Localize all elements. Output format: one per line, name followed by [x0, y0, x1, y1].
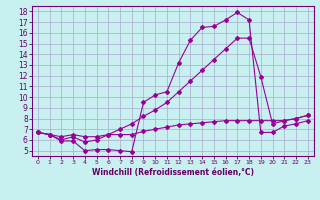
X-axis label: Windchill (Refroidissement éolien,°C): Windchill (Refroidissement éolien,°C)	[92, 168, 254, 177]
